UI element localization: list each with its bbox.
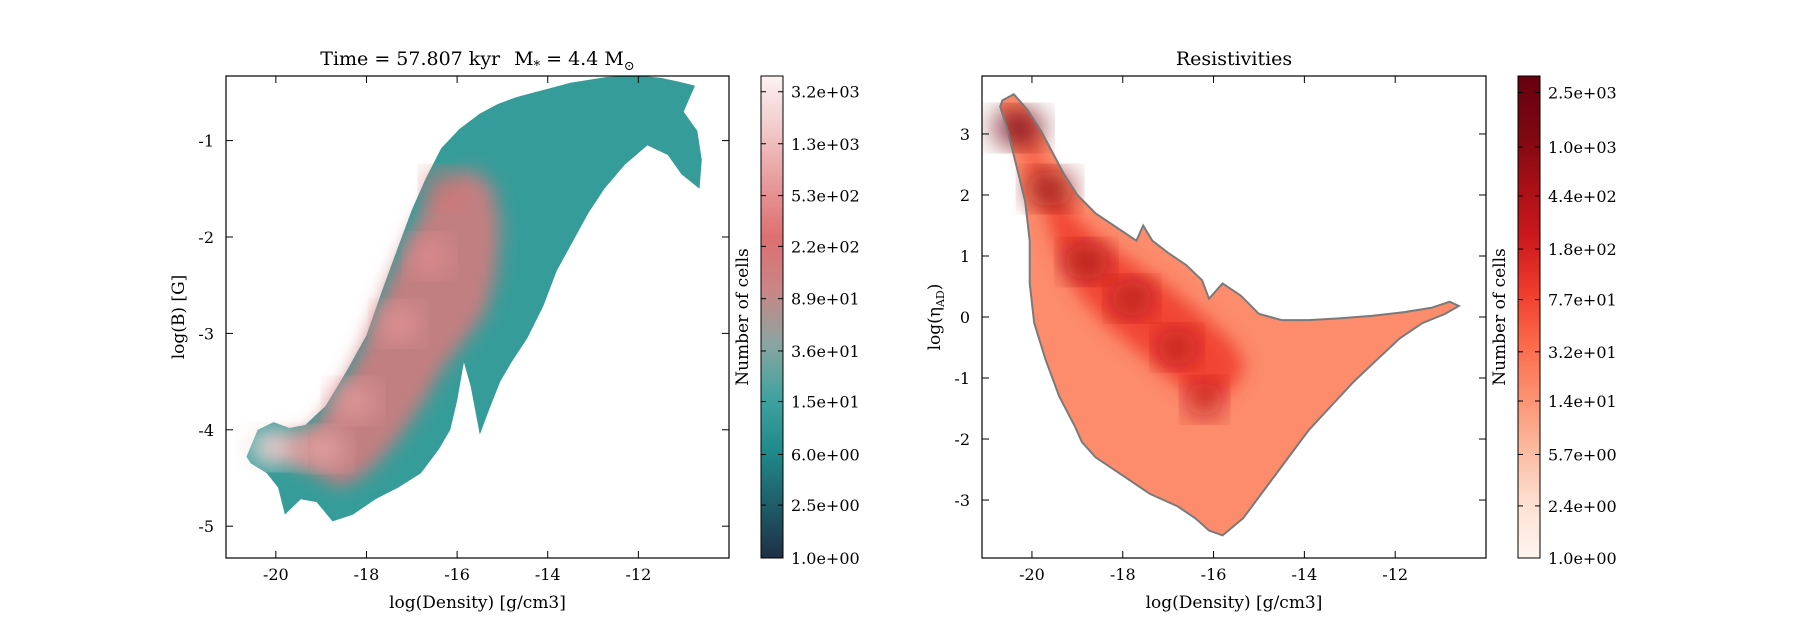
density-hotspot	[296, 431, 346, 468]
x-tick-label: -12	[1382, 565, 1408, 584]
y-tick-label: -3	[954, 491, 970, 510]
panel1-title: Time = 57.807 kyr M* = 4.4 M⊙	[320, 48, 634, 74]
colorbar-tick-label: 1.4e+01	[1548, 392, 1617, 411]
colorbar-tick-label: 8.9e+01	[791, 290, 860, 309]
density-hotspot	[1185, 381, 1223, 418]
panel-bfield: Time = 57.807 kyr M* = 4.4 M⊙ -20 -18 -16 -14…	[169, 48, 860, 613]
panel1-plot-area	[245, 76, 702, 522]
density-hotspot	[409, 238, 450, 275]
colorbar-tick-label: 3.2e+03	[791, 83, 860, 102]
x-tick-label: -20	[263, 565, 289, 584]
density-hotspot	[376, 305, 420, 342]
colorbar-gradient	[760, 75, 784, 559]
colorbar-tick-label: 2.5e+00	[791, 496, 860, 515]
x-tick-label: -14	[535, 565, 561, 584]
y-tick-label: -4	[198, 421, 214, 440]
density-hotspot	[1025, 170, 1075, 207]
density-hotspot	[1157, 329, 1198, 366]
x-tick-label: -16	[1201, 565, 1227, 584]
panel2-colorbar-label: Number of cells	[1490, 248, 1510, 386]
colorbar-gradient	[1517, 75, 1541, 559]
panel2-title: Resistivities	[1176, 48, 1292, 70]
x-tick-label: -18	[354, 565, 380, 584]
y-tick-label: -2	[198, 228, 214, 247]
colorbar-tick-label: 6.0e+00	[791, 445, 860, 464]
panel1-colorbar-label: Number of cells	[733, 248, 753, 386]
density-core-region	[1009, 103, 1246, 403]
density-hotspot	[992, 109, 1045, 146]
colorbar-tick-label: 5.7e+00	[1548, 445, 1617, 464]
density-hotspot	[245, 429, 298, 466]
panel1-axes-frame	[225, 75, 730, 559]
density-hotspot	[329, 382, 376, 419]
x-tick-label: -14	[1291, 565, 1317, 584]
colorbar-tick-label: 2.4e+00	[1548, 497, 1617, 516]
colorbar-tick-label: 2.5e+03	[1548, 84, 1617, 103]
x-tick-label: -16	[444, 565, 470, 584]
y-tick-label: -3	[198, 324, 214, 343]
colorbar-tick-label: 2.2e+02	[791, 237, 860, 256]
y-tick-label: 2	[960, 186, 970, 205]
panel1-y-axis-label: log(B) [G]	[169, 275, 189, 360]
x-tick-label: -20	[1019, 565, 1045, 584]
panel2-plot-area	[992, 93, 1461, 537]
colorbar-tick-label: 4.4e+02	[1548, 187, 1617, 206]
panel2-ticks: -20 -18 -16 -14 -12 -3 -2 -1 0 1 2 3	[954, 76, 1486, 584]
panel2-y-axis-label: log(ηAD)	[925, 284, 947, 351]
panel1-colorbar: 1.0e+00 2.5e+00 6.0e+00 1.5e+01 3.6e+01 8.9e+…	[760, 75, 860, 568]
panel1-x-axis-label: log(Density) [g/cm3]	[389, 593, 566, 613]
y-tick-label: 0	[960, 308, 970, 327]
density-hotspot	[425, 170, 463, 207]
y-tick-label: 3	[960, 125, 970, 144]
density-hotspot	[1063, 244, 1110, 281]
y-tick-label: -1	[954, 369, 970, 388]
density-region	[1000, 94, 1459, 536]
colorbar-tick-label: 1.0e+03	[1548, 138, 1617, 157]
panel1-ticks: -20 -18 -16 -14 -12 -5 -4 -3 -2 -1	[198, 76, 729, 584]
colorbar-tick-label: 3.6e+01	[791, 342, 860, 361]
region-contour	[999, 93, 1461, 537]
colorbar-tick-label: 1.0e+00	[791, 549, 860, 568]
density-hotspot	[1110, 280, 1154, 317]
colorbar-tick-label: 1.8e+02	[1548, 240, 1617, 259]
panel-resistivities: Resistivities -20 -18 -16 -14 -12-3-2-10123 …	[925, 48, 1617, 613]
colorbar-tick-label: 1.3e+03	[791, 135, 860, 154]
colorbar-tick-label: 1.0e+00	[1548, 549, 1617, 568]
x-tick-label: -18	[1110, 565, 1136, 584]
y-tick-label: 1	[960, 247, 970, 266]
y-tick-label: -5	[198, 517, 214, 536]
panel2-colorbar: 1.0e+00 2.4e+00 5.7e+00 1.4e+01 3.2e+01 7.7e+…	[1517, 75, 1617, 568]
x-tick-label: -12	[625, 565, 651, 584]
panel2-x-axis-label: log(Density) [g/cm3]	[1146, 593, 1323, 613]
colorbar-tick-label: 7.7e+01	[1548, 291, 1617, 310]
colorbar-tick-label: 3.2e+01	[1548, 343, 1617, 362]
y-tick-label: -2	[954, 430, 970, 449]
colorbar-tick-label: 5.3e+02	[791, 187, 860, 206]
y-tick-label: -1	[198, 132, 214, 151]
colorbar-tick-label: 1.5e+01	[791, 393, 860, 412]
